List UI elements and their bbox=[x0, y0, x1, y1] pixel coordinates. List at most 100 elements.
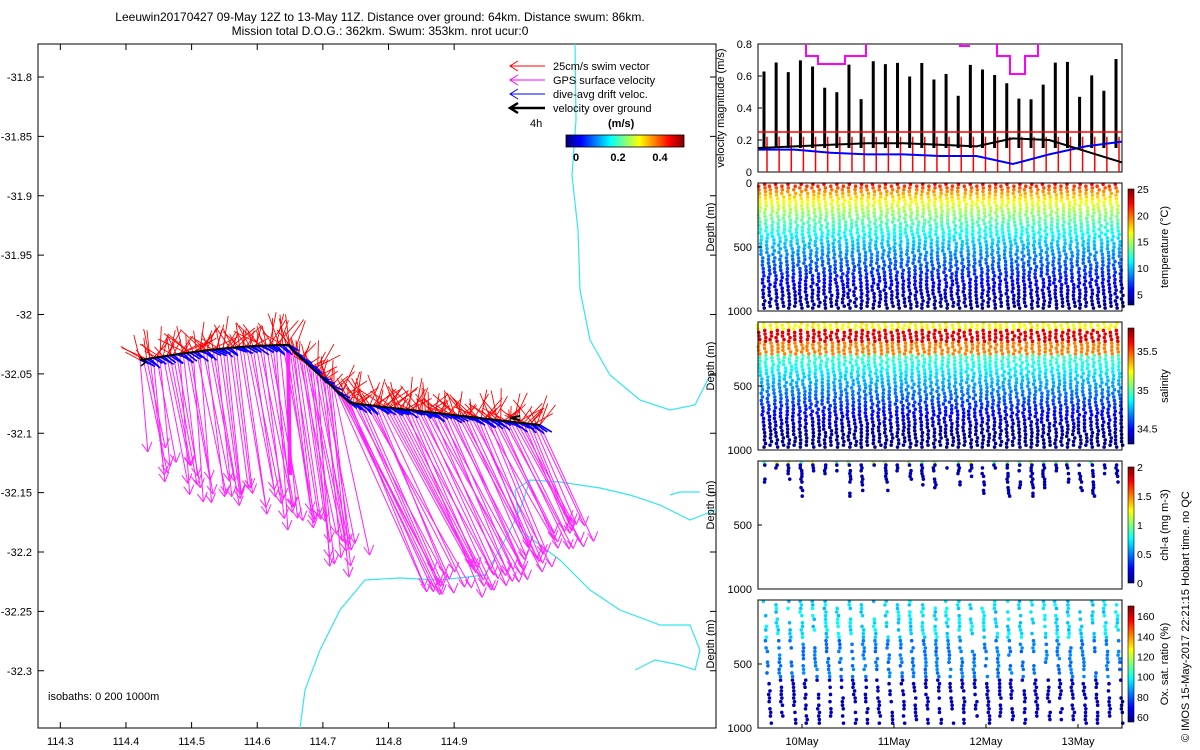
profile-dot bbox=[822, 274, 827, 278]
profile-dot bbox=[879, 344, 883, 349]
profile-dot bbox=[763, 434, 767, 439]
profile-dot bbox=[862, 389, 867, 394]
profile-dot bbox=[768, 195, 773, 199]
profile-dot bbox=[1003, 409, 1007, 414]
profile-dot bbox=[984, 239, 988, 244]
profile-dot bbox=[1039, 416, 1044, 421]
profile-dot bbox=[1040, 263, 1044, 267]
gps-vector-head bbox=[222, 472, 230, 482]
swim-vector bbox=[388, 391, 400, 409]
profile-dot bbox=[781, 348, 785, 353]
profile-dot bbox=[1054, 302, 1059, 307]
profile-dot bbox=[969, 438, 974, 442]
gps-vector-head bbox=[218, 488, 226, 498]
profile-dot bbox=[974, 403, 978, 408]
profile-dot bbox=[896, 299, 901, 303]
profile-dot bbox=[969, 207, 974, 212]
profile-dot bbox=[1011, 341, 1016, 345]
profile-dot bbox=[788, 335, 792, 340]
gps-vector-head bbox=[267, 481, 275, 491]
profile-dot bbox=[828, 279, 833, 283]
profile-dot bbox=[948, 254, 953, 258]
profile-dot bbox=[1035, 286, 1040, 291]
gps-vector bbox=[506, 420, 570, 550]
profile-dot bbox=[852, 293, 856, 298]
profile-dot bbox=[970, 335, 974, 340]
profile-dot bbox=[1008, 375, 1013, 379]
profile-dot bbox=[961, 264, 966, 269]
profile-dot bbox=[1030, 325, 1034, 329]
profile-dot bbox=[917, 402, 922, 406]
profile-dot bbox=[1116, 236, 1121, 240]
gps-vector-head bbox=[448, 563, 456, 573]
profile-dot bbox=[1056, 385, 1061, 390]
profile-dot bbox=[777, 243, 781, 248]
profile-dot bbox=[1012, 359, 1016, 363]
profile-dot bbox=[866, 191, 871, 196]
profile-dot bbox=[937, 286, 941, 291]
profile-dot bbox=[758, 230, 762, 235]
profile-dot bbox=[1074, 387, 1079, 392]
profile-dot bbox=[1112, 281, 1117, 285]
profile-dot bbox=[1078, 196, 1083, 201]
profile-dot bbox=[909, 346, 914, 351]
profile-dot bbox=[792, 304, 797, 308]
profile-dot bbox=[1067, 306, 1071, 310]
profile-dot bbox=[791, 326, 796, 331]
gps-vector-head bbox=[568, 538, 574, 550]
gps-vector bbox=[536, 424, 586, 527]
profile-dot bbox=[993, 328, 998, 333]
profile-dot bbox=[826, 385, 831, 390]
profile-dot bbox=[1102, 302, 1107, 307]
profile-dot bbox=[829, 195, 833, 199]
profile-dot bbox=[1004, 281, 1009, 285]
profile-dot bbox=[842, 304, 847, 308]
profile-dot bbox=[803, 257, 807, 262]
profile-dot bbox=[955, 189, 960, 194]
profile-dot bbox=[981, 325, 985, 329]
profile-dot bbox=[836, 203, 841, 208]
profile-dot bbox=[1053, 291, 1057, 296]
profile-dot bbox=[1062, 245, 1067, 249]
profile-dot bbox=[959, 357, 963, 361]
profile-dot bbox=[925, 326, 930, 331]
profile-dot bbox=[819, 223, 824, 228]
profile-dot bbox=[896, 332, 901, 336]
profile-dot bbox=[1111, 263, 1116, 267]
profile-dot bbox=[866, 202, 871, 206]
profile-dot bbox=[1062, 373, 1067, 378]
profile-dot bbox=[958, 346, 963, 351]
profile-dot bbox=[944, 445, 949, 449]
profile-dot bbox=[861, 225, 866, 230]
profile-dot bbox=[1072, 184, 1076, 188]
profile-dot bbox=[951, 202, 956, 206]
profile-dot bbox=[785, 434, 790, 439]
profile-dot bbox=[772, 402, 777, 406]
profile-dot bbox=[1091, 342, 1096, 347]
profile-dot bbox=[1053, 441, 1057, 446]
profile-dot bbox=[967, 416, 971, 421]
profile-dot bbox=[925, 268, 930, 273]
profile-dot bbox=[1057, 232, 1061, 237]
profile-dot bbox=[780, 330, 785, 335]
profile-dot bbox=[775, 295, 779, 300]
profile-dot bbox=[917, 373, 921, 378]
profile-dot bbox=[1067, 203, 1072, 208]
profile-dot bbox=[841, 337, 846, 342]
profile-dot bbox=[1093, 232, 1097, 237]
profile-dot bbox=[1053, 189, 1057, 194]
profile-dot bbox=[914, 439, 919, 444]
profile-dot bbox=[884, 200, 888, 204]
profile-dot bbox=[859, 295, 863, 300]
profile-dot bbox=[1072, 286, 1076, 291]
profile-dot bbox=[1006, 189, 1010, 194]
gps-vector-head bbox=[211, 492, 216, 503]
profile-dot bbox=[891, 198, 896, 203]
profile-dot bbox=[950, 195, 954, 199]
swim-vector bbox=[233, 330, 264, 347]
profile-dot bbox=[773, 281, 778, 285]
profile-dot bbox=[834, 416, 839, 421]
profile-dot bbox=[965, 238, 969, 242]
profile-dot bbox=[884, 302, 888, 307]
